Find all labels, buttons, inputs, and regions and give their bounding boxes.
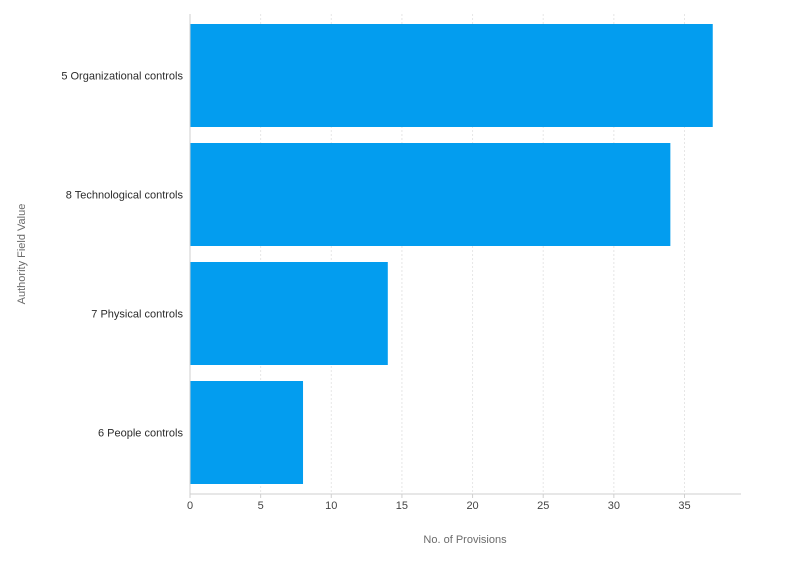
bar-3[interactable] [190, 262, 388, 365]
bar-4[interactable] [190, 381, 304, 484]
x-tick-label: 30 [608, 500, 620, 512]
x-tick-label: 35 [678, 500, 690, 512]
x-tick-label: 0 [187, 500, 193, 512]
x-tick-label: 20 [466, 500, 478, 512]
category-label: 7 Physical controls [91, 309, 183, 321]
axes [189, 14, 741, 498]
labels: 0 5 10 15 20 25 30 35 5 Organizational controls 8… [61, 71, 690, 513]
bar-1[interactable] [190, 24, 713, 127]
x-tick-label: 5 [258, 500, 264, 512]
category-label: 6 People controls [98, 428, 183, 440]
y-axis-title: Authority Field Value [16, 204, 28, 305]
x-tick-label: 25 [537, 500, 549, 512]
category-label: 8 Technological controls [66, 190, 184, 202]
bars [190, 24, 713, 484]
category-label: 5 Organizational controls [61, 71, 183, 83]
x-tick-label: 15 [396, 500, 408, 512]
bar-2[interactable] [190, 143, 671, 246]
x-tick-label: 10 [325, 500, 337, 512]
x-axis-title: No. of Provisions [423, 534, 507, 546]
